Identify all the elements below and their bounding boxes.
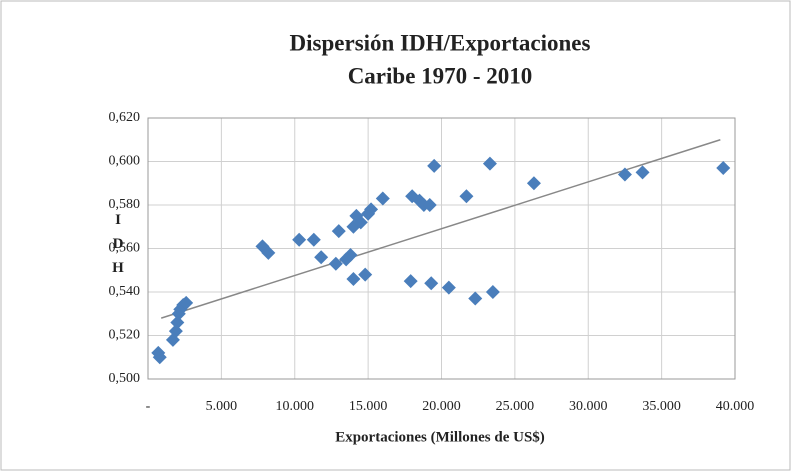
trendline bbox=[160, 139, 721, 319]
point bbox=[343, 248, 358, 263]
x-tick-label: 10.000 bbox=[276, 399, 315, 414]
plot-frame bbox=[147, 117, 736, 380]
point bbox=[168, 324, 183, 339]
point bbox=[375, 191, 390, 206]
x-tick-label: 5.000 bbox=[206, 399, 238, 414]
y-tick-label: 0,500 bbox=[109, 371, 141, 386]
chart-subtitle: Caribe 1970 - 2010 bbox=[348, 63, 533, 88]
point bbox=[179, 295, 194, 310]
point bbox=[353, 215, 368, 230]
y-tick-label: 0,600 bbox=[109, 154, 141, 169]
point bbox=[441, 280, 456, 295]
point bbox=[364, 202, 379, 217]
point bbox=[306, 232, 321, 247]
point bbox=[459, 189, 474, 204]
y-tick-label: 0,520 bbox=[109, 328, 141, 343]
y-tick-label: 0,580 bbox=[109, 197, 141, 212]
y-tick-label: 0,540 bbox=[109, 284, 141, 299]
point bbox=[617, 167, 632, 182]
x-tick-label: 20.000 bbox=[422, 399, 461, 414]
y-axis-label: IDH bbox=[110, 212, 126, 284]
y-tick-label: 0,560 bbox=[109, 241, 141, 256]
x-tick-label: 35.000 bbox=[642, 399, 681, 414]
point bbox=[328, 256, 343, 271]
point bbox=[635, 165, 650, 180]
x-tick-label: 25.000 bbox=[496, 399, 535, 414]
point bbox=[468, 291, 483, 306]
point bbox=[151, 345, 166, 360]
point bbox=[424, 276, 439, 291]
x-tick-label: 30.000 bbox=[569, 399, 608, 414]
point bbox=[422, 198, 437, 212]
point bbox=[482, 156, 497, 171]
x-axis-label: Exportaciones (Millones de US$) bbox=[335, 429, 545, 445]
point bbox=[485, 285, 500, 299]
x-tick-label: - bbox=[146, 399, 151, 414]
point bbox=[526, 176, 541, 191]
point bbox=[403, 274, 418, 289]
point bbox=[292, 232, 307, 247]
point bbox=[314, 250, 329, 265]
x-tick-label: 15.000 bbox=[349, 399, 388, 414]
point bbox=[358, 267, 373, 282]
y-tick-label: 0,620 bbox=[109, 110, 141, 125]
point bbox=[331, 224, 346, 239]
x-tick-label: 40.000 bbox=[716, 399, 755, 414]
chart-title: Dispersión IDH/Exportaciones bbox=[290, 30, 591, 55]
point bbox=[427, 158, 442, 173]
point bbox=[716, 161, 731, 176]
point bbox=[170, 315, 185, 330]
point bbox=[261, 245, 276, 260]
point bbox=[346, 271, 361, 286]
